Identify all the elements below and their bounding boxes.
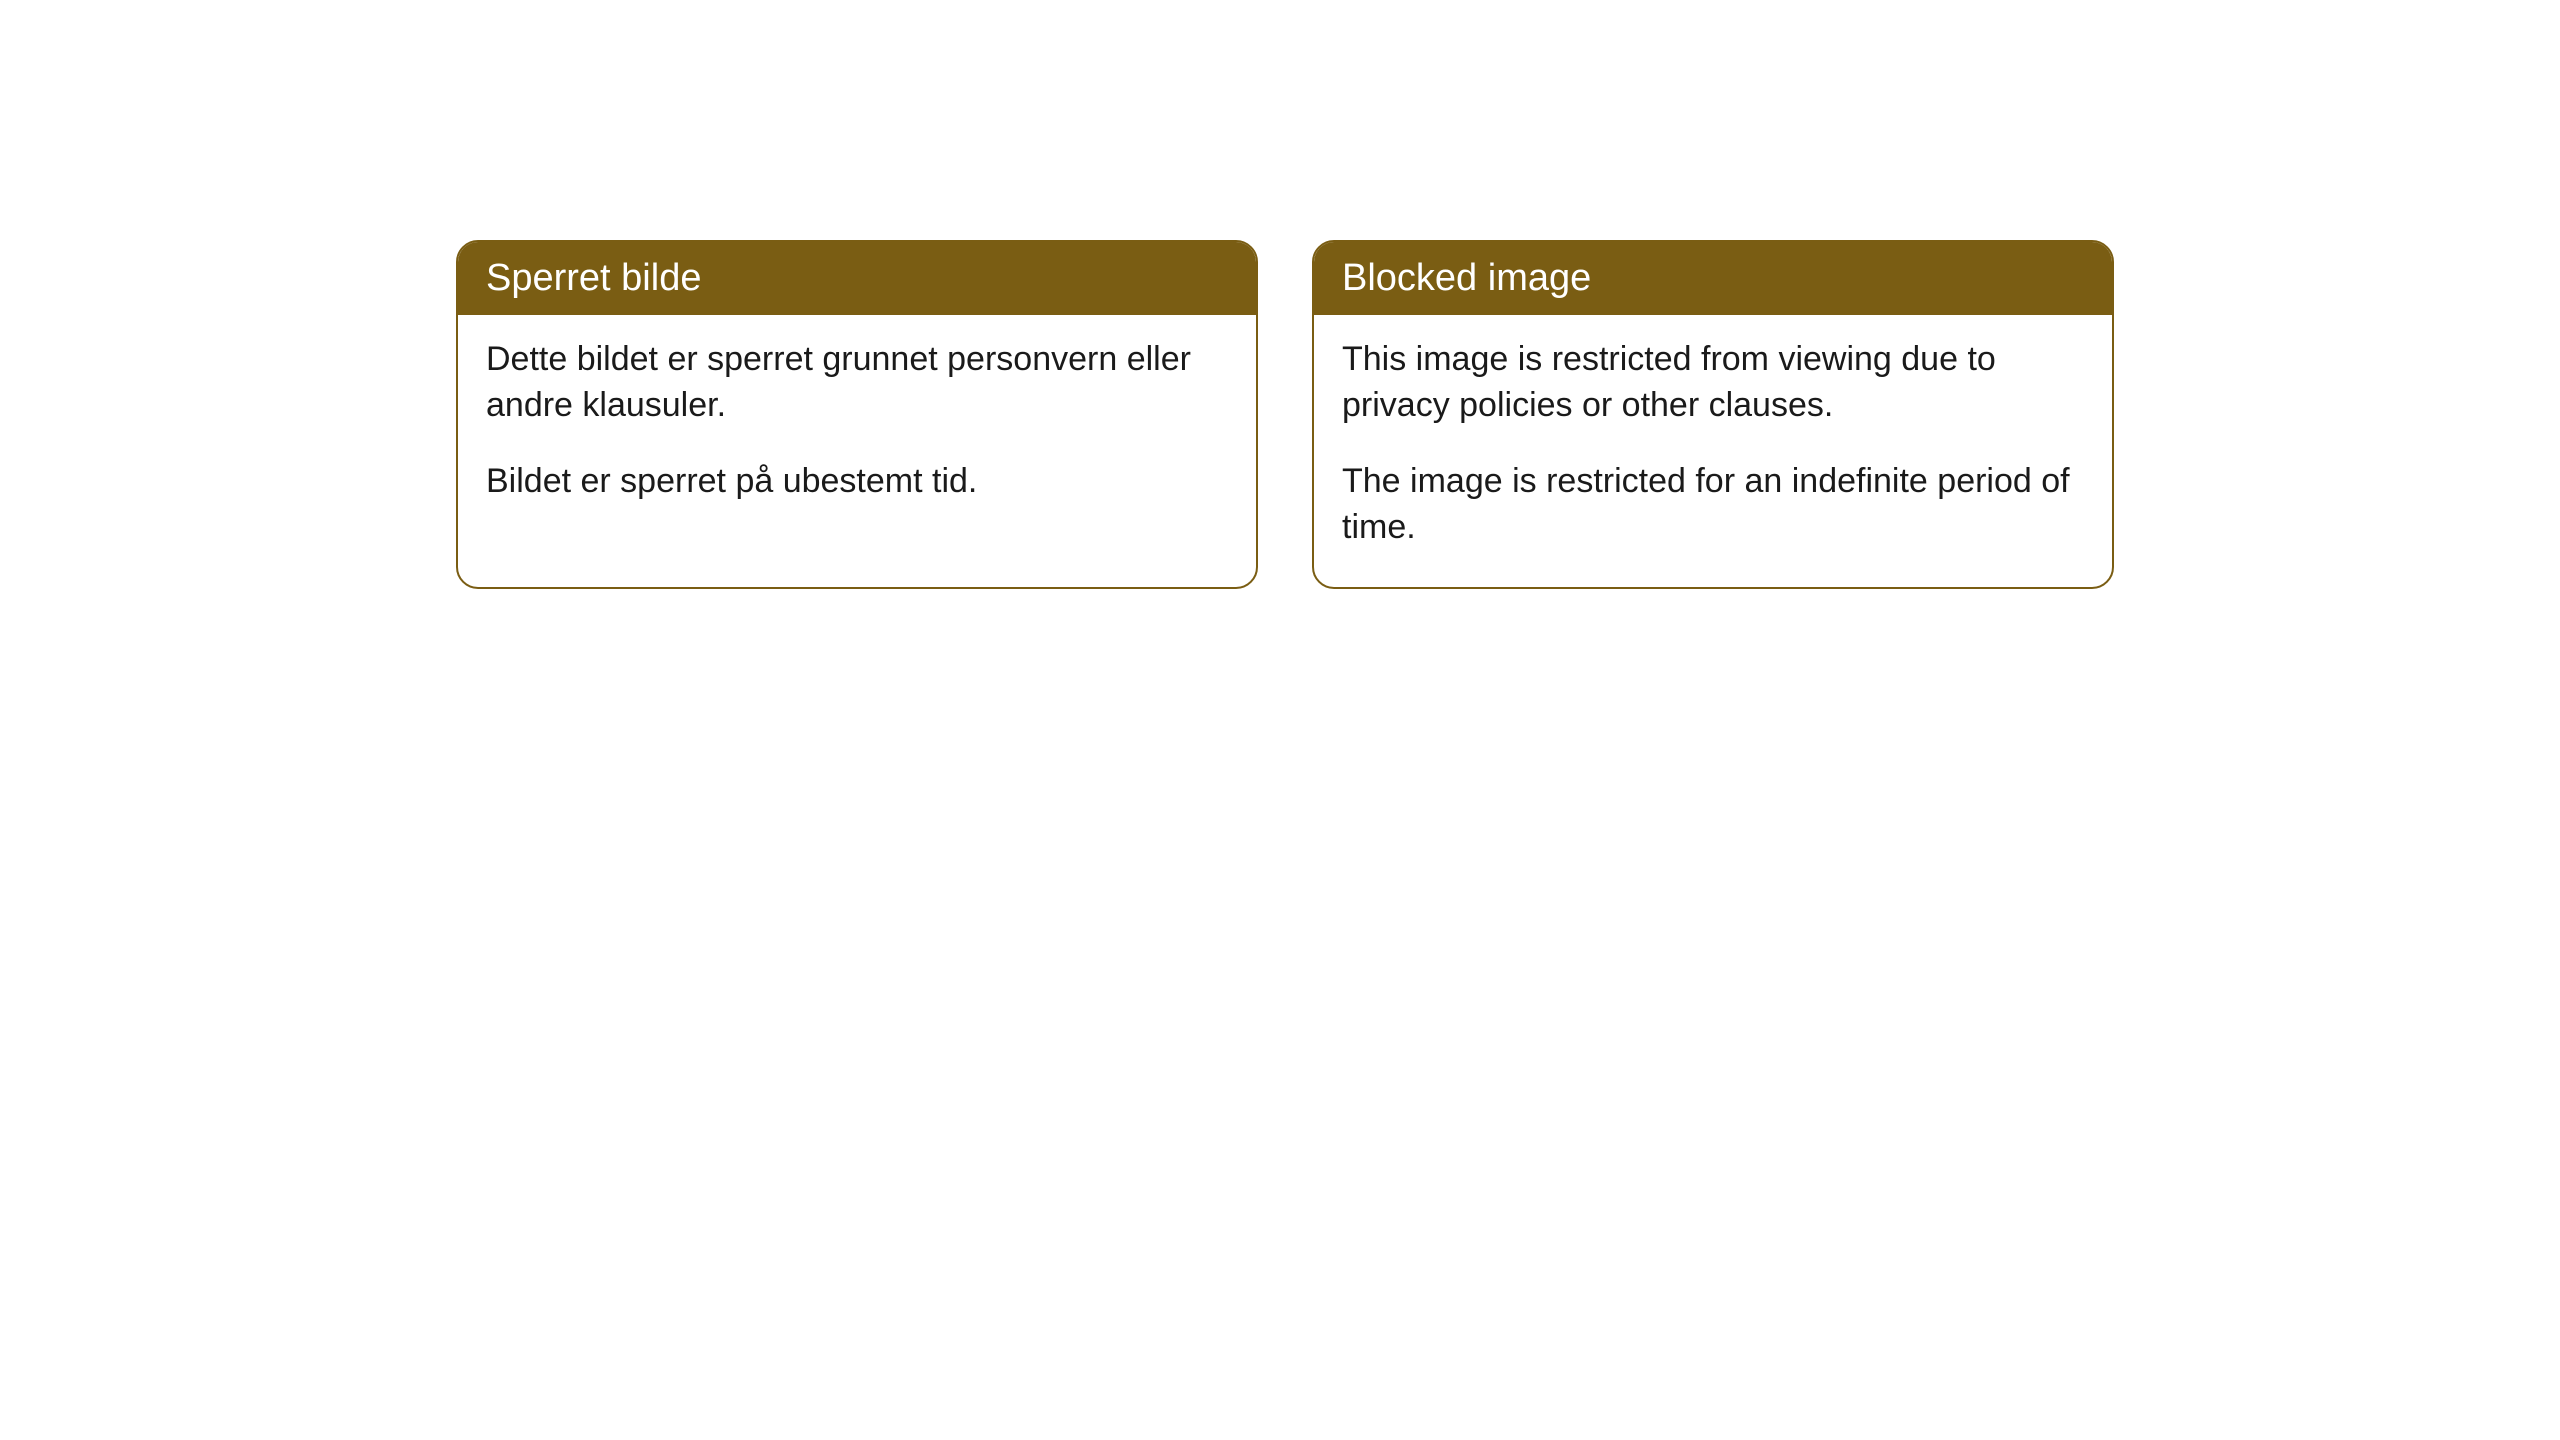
blocked-image-card-en: Blocked image This image is restricted f… xyxy=(1312,240,2114,589)
card-text-en-1: This image is restricted from viewing du… xyxy=(1342,337,2084,429)
card-text-no-2: Bildet er sperret på ubestemt tid. xyxy=(486,459,1228,505)
card-text-en-2: The image is restricted for an indefinit… xyxy=(1342,459,2084,551)
card-text-no-1: Dette bildet er sperret grunnet personve… xyxy=(486,337,1228,429)
card-body-en: This image is restricted from viewing du… xyxy=(1314,315,2112,587)
card-header-en: Blocked image xyxy=(1314,242,2112,315)
notice-cards-container: Sperret bilde Dette bildet er sperret gr… xyxy=(456,240,2114,589)
blocked-image-card-no: Sperret bilde Dette bildet er sperret gr… xyxy=(456,240,1258,589)
card-header-no: Sperret bilde xyxy=(458,242,1256,315)
card-body-no: Dette bildet er sperret grunnet personve… xyxy=(458,315,1256,541)
